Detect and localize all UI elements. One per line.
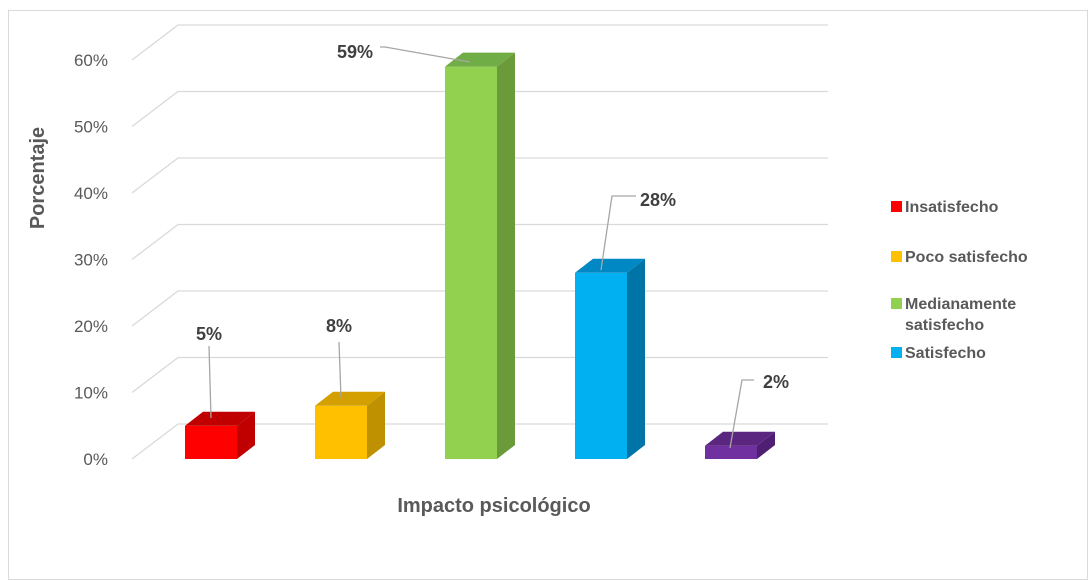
- bar: [185, 411, 255, 459]
- x-axis-title: Impacto psicológico: [397, 495, 590, 517]
- y-tick-label: 0%: [83, 450, 108, 469]
- legend-label: Poco satisfecho: [905, 249, 1028, 266]
- bar-top: [185, 411, 255, 426]
- gridline: [131, 157, 828, 194]
- bar-front: [185, 425, 237, 459]
- legend-item: Insatisfecho: [891, 199, 999, 216]
- legend-swatch: [891, 298, 902, 309]
- y-tick-label: 60%: [74, 51, 108, 70]
- legend-swatch: [891, 251, 902, 262]
- label-leader-line: [729, 379, 754, 449]
- y-tick-label: 10%: [74, 384, 108, 403]
- bar-side: [237, 411, 255, 459]
- legend-item: Medianamente satisfecho: [891, 296, 1016, 334]
- legend-swatch: [891, 201, 902, 212]
- legend-label: Medianamente satisfecho: [905, 296, 1016, 334]
- bar-top: [575, 258, 645, 273]
- bar-top: [315, 391, 385, 406]
- data-label: 2%: [763, 372, 789, 392]
- bar-front: [315, 405, 367, 459]
- y-axis-title: Porcentaje: [27, 127, 49, 229]
- legend-label: Satisfecho: [905, 345, 986, 362]
- legend-swatch: [891, 347, 902, 358]
- data-label: 28%: [640, 190, 676, 210]
- bar-top: [445, 52, 515, 67]
- data-label: 8%: [326, 316, 352, 336]
- bars: [185, 52, 775, 460]
- y-tick-label: 50%: [74, 118, 108, 137]
- data-labels: 5% 8% 59% 28% 2%: [196, 42, 789, 449]
- bar-side: [757, 431, 775, 459]
- legend-item: Poco satisfecho: [891, 249, 1028, 266]
- y-tick-label: 40%: [74, 184, 108, 203]
- data-label: 5%: [196, 324, 222, 344]
- legend: Insatisfecho Poco satisfecho Medianamente s…: [891, 199, 1028, 362]
- bar: [705, 431, 775, 459]
- legend-label: Insatisfecho: [905, 199, 999, 216]
- bar-side: [627, 258, 645, 459]
- label-leader-line: [600, 195, 636, 271]
- y-tick-label: 30%: [74, 251, 108, 270]
- y-tick-labels: 0% 10% 20% 30% 40% 50% 60%: [74, 51, 108, 469]
- data-label: 59%: [337, 42, 373, 62]
- bar-side: [367, 391, 385, 459]
- legend-item: Satisfecho: [891, 345, 986, 362]
- gridline: [131, 90, 828, 128]
- gridline: [131, 24, 828, 61]
- bar-front: [575, 272, 627, 459]
- bar-front: [705, 445, 757, 459]
- bar: [445, 52, 515, 460]
- bar-side: [497, 52, 515, 460]
- y-tick-label: 20%: [74, 317, 108, 336]
- bar: [575, 258, 645, 459]
- bar-top: [705, 431, 775, 446]
- label-leader-line: [208, 345, 212, 419]
- gridline: [131, 223, 828, 261]
- bar-front: [445, 66, 497, 460]
- label-leader-line: [338, 341, 342, 399]
- label-leader-line: [380, 46, 471, 63]
- bar: [315, 391, 385, 459]
